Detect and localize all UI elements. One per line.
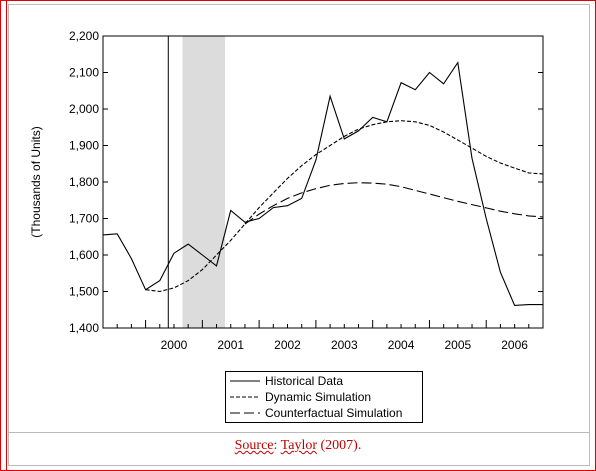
y-tick-label: 1,500 (69, 285, 99, 299)
legend-label-dynamic: Dynamic Simulation (265, 390, 372, 404)
legend-item-historical: Historical Data (230, 373, 343, 389)
legend-swatch-counterfactual (230, 412, 260, 414)
y-tick-label: 1,900 (69, 139, 99, 153)
legend-label-historical: Historical Data (265, 374, 344, 388)
caption-author: Taylor (280, 438, 318, 453)
caption-colon: : (273, 438, 281, 453)
x-tick-label: 2004 (388, 338, 415, 352)
caption-separator (8, 432, 589, 433)
x-tick-label: 2000 (161, 338, 188, 352)
x-tick-label: 2005 (444, 338, 471, 352)
legend-item-counterfactual: Counterfactual Simulation (230, 405, 402, 421)
y-tick-label: 2,100 (69, 66, 99, 80)
y-tick-label: 1,400 (69, 321, 99, 335)
source-caption: Source: Taylor (2007). (0, 438, 596, 454)
legend-item-dynamic: Dynamic Simulation (230, 389, 371, 405)
legend-swatch-dynamic (230, 396, 260, 398)
y-tick-label: 2,000 (69, 102, 99, 116)
x-tick-label: 2003 (331, 338, 358, 352)
caption-source-word: Source (234, 438, 274, 453)
y-tick-label: 1,800 (69, 175, 99, 189)
historical-data-line (102, 61, 543, 306)
legend-swatch-historical (230, 380, 260, 382)
legend-label-counterfactual: Counterfactual Simulation (265, 406, 403, 420)
shaded-region (182, 36, 226, 328)
x-tick-label: 2006 (501, 338, 528, 352)
y-axis-label: (Thousands of Units) (29, 126, 43, 237)
dynamic-simulation-line (145, 120, 544, 293)
x-tick-label: 2002 (274, 338, 301, 352)
y-tick-label: 1,600 (69, 248, 99, 262)
frame-edge-line (6, 1, 7, 470)
y-tick-label: 2,200 (69, 29, 99, 43)
caption-year: (2007). (317, 438, 362, 453)
plot-area (102, 35, 544, 329)
x-tick-label: 2001 (217, 338, 244, 352)
chart-legend: Historical Data Dynamic Simulation Count… (225, 371, 423, 423)
counterfactual-simulation-line (244, 182, 544, 225)
y-tick-label: 1,700 (69, 212, 99, 226)
